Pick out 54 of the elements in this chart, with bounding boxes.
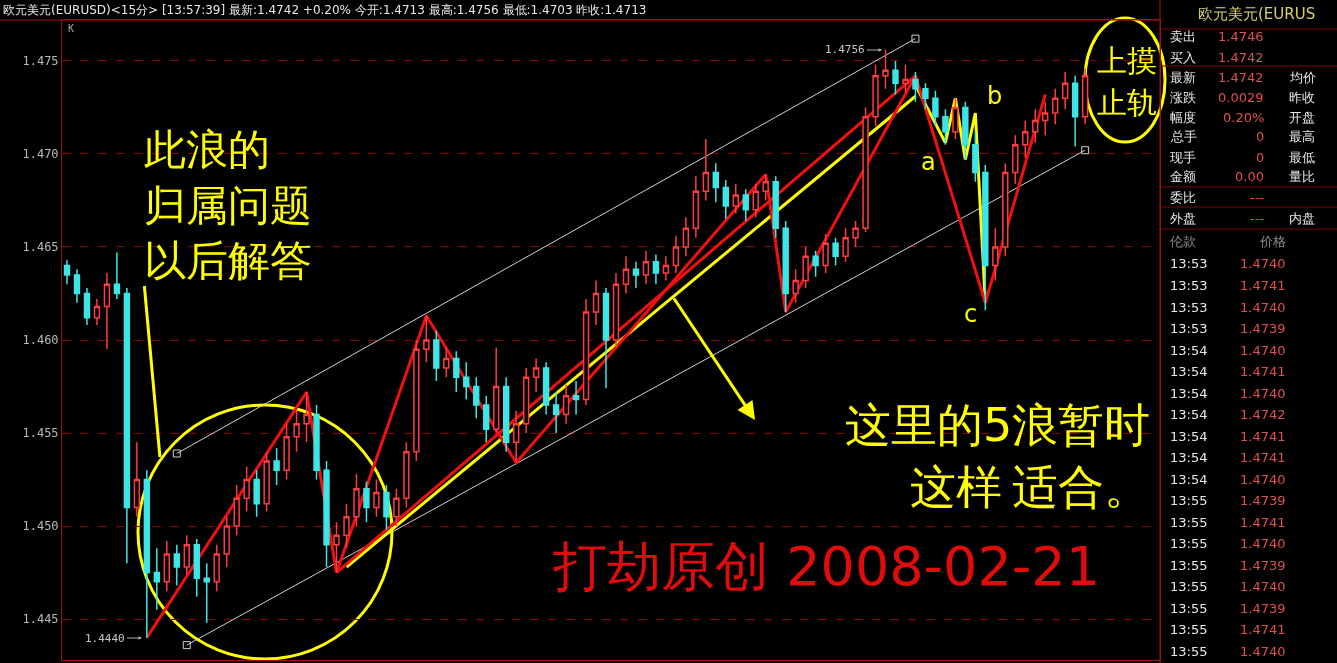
text: 13:53 1.4741 [1170,278,1286,293]
text: 涨跌 0.0029 昨收 [1170,90,1315,105]
text: 13:55 1.4740 [1170,644,1286,659]
text: 13:55 1.4741 [1170,622,1286,637]
text: 13:54 1.4742 [1170,407,1286,422]
chart-title: 欧元美元(EURUSD)<15分> [13:57:39] 最新:1.4742 +0.20% 今开:1.4713 最高:1.4756 最低:1.4703 昨收:1.4713 [3,3,647,18]
text: 最新 1.4742 均价 [1170,70,1316,85]
text: 卖出 1.4746 [1170,29,1264,44]
text: 13:55 1.4740 [1170,579,1286,594]
text: 13:54 1.4740 [1170,386,1286,401]
annotation: 此浪的 [144,125,270,174]
text: 现手 0 最低 [1170,150,1315,165]
text: 13:55 1.4739 [1170,558,1286,573]
y-tick-label: 1.465 [22,240,59,255]
annotation: 1.4756 [825,43,865,56]
y-tick-label: 1.445 [22,612,59,627]
text: 总手 0 最高 [1171,129,1315,144]
annotation: 上摸 [1097,43,1157,78]
text: 伦款 价格 [1170,234,1286,249]
annotation: 止轨 [1097,85,1157,120]
annotation: 归属问题 [144,181,312,230]
text: 13:55 1.4740 [1170,536,1286,551]
text: 13:53 1.4740 [1170,300,1286,315]
annotation: 1.4440 [85,632,125,645]
y-tick-label: 1.460 [22,333,59,348]
text: 13:54 1.4741 [1170,450,1286,465]
y-tick-label: 1.475 [22,54,59,69]
annotation: 以后解答 [144,236,312,285]
text: 欧元美元(EURUS [1198,5,1316,23]
text: 13:55 1.4739 [1170,601,1286,616]
annotation: 这里的5浪暂时 [845,398,1151,452]
text: 买入 1.4742 [1170,50,1264,65]
text: 13:54 1.4741 [1170,364,1286,379]
text: 13:55 1.4741 [1170,515,1286,530]
y-tick-label: 1.470 [22,147,59,162]
annotation: a [921,148,936,176]
text: 13:53 1.4740 [1170,256,1286,271]
annotation: K [68,23,75,34]
annotation: 这样 [910,460,1002,514]
text: 13:54 1.4740 [1170,343,1286,358]
text: 幅度 0.20% 开盘 [1170,110,1315,125]
text: 金额 0.00 量比 [1170,169,1315,184]
y-tick-label: 1.450 [22,519,59,534]
annotation: b [987,82,1003,110]
text: 外盘 --- 内盘 [1170,211,1315,226]
text: 13:54 1.4741 [1170,429,1286,444]
annotation: 打劫原创 2008-02-21 [552,535,1100,598]
text: 13:55 1.4739 [1170,493,1286,508]
text: 委比 --- [1170,190,1265,205]
text: 13:54 1.4740 [1170,472,1286,487]
text: 13:53 1.4739 [1170,321,1286,336]
y-tick-label: 1.455 [22,426,59,441]
annotation: 适合。 [1012,460,1150,514]
annotation: c [964,300,978,328]
